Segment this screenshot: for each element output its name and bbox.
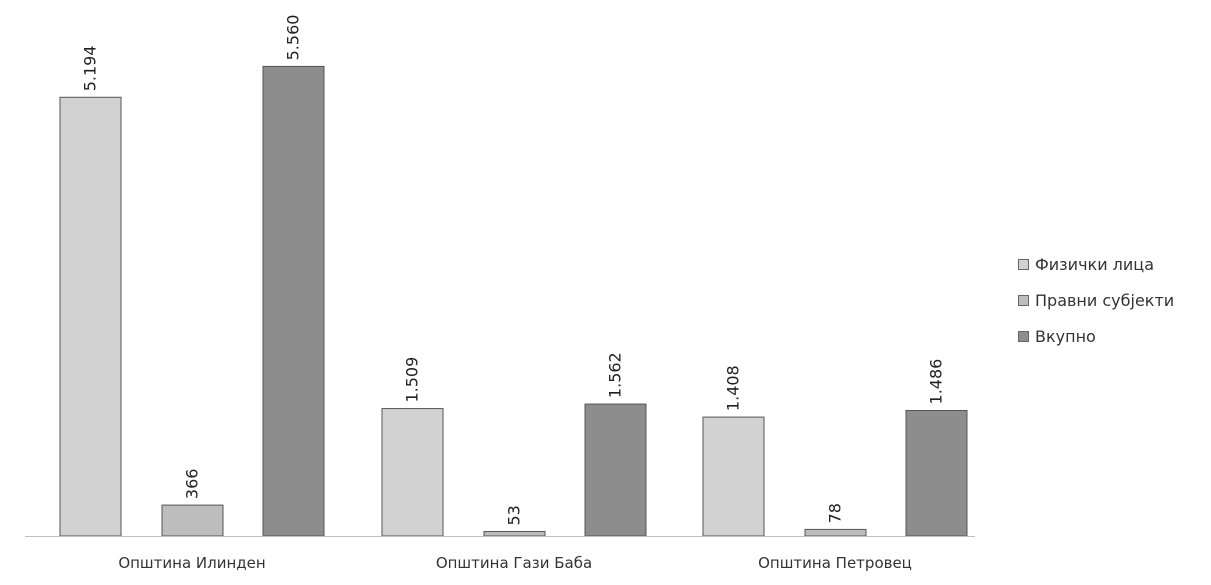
bar-vkupno-petrovec <box>905 409 968 537</box>
bar-fizichki-petrovec <box>702 416 765 537</box>
value-label-fizichki-ilinden: 5.194 <box>81 45 100 91</box>
bar-vkupno-gazi-baba <box>584 403 647 537</box>
legend-item-vkupno: Вкупно <box>1018 324 1174 348</box>
legend-label-pravni: Правни субјекти <box>1035 290 1175 310</box>
legend-item-pravni: Правни субјекти <box>1018 288 1174 312</box>
bar-fizichki-gazi-baba <box>381 408 444 537</box>
bars-layer <box>59 65 968 537</box>
category-label-gazi-baba: Општина Гази Баба <box>436 554 592 572</box>
bar-fizichki-ilinden <box>59 96 122 537</box>
bar-pravni-ilinden <box>161 504 224 537</box>
value-label-vkupno-gazi-baba: 1.562 <box>606 352 625 398</box>
bar-vkupno-ilinden <box>262 65 325 537</box>
category-label-ilinden: Општина Илинден <box>118 554 265 572</box>
value-label-vkupno-ilinden: 5.560 <box>284 15 303 61</box>
legend-swatch-fizichki <box>1018 258 1029 270</box>
value-label-fizichki-gazi-baba: 1.509 <box>403 357 422 403</box>
legend: Физички лица Правни субјекти Вкупно <box>1018 252 1174 360</box>
value-label-vkupno-petrovec: 1.486 <box>927 359 946 405</box>
bar-pravni-gazi-baba <box>483 531 546 537</box>
category-labels-layer: Општина Илинден Општина Гази Баба Општина … <box>118 554 912 572</box>
value-label-fizichki-petrovec: 1.408 <box>724 365 743 411</box>
legend-label-fizichki: Физички лица <box>1035 254 1154 274</box>
value-label-pravni-ilinden: 366 <box>183 469 202 500</box>
legend-label-vkupno: Вкупно <box>1035 326 1096 346</box>
value-labels-layer: 5.194 366 5.560 1.509 53 1.562 1.408 78 1.486 <box>81 15 946 526</box>
legend-swatch-pravni <box>1018 294 1029 306</box>
category-label-petrovec: Општина Петровец <box>758 554 912 572</box>
legend-item-fizichki: Физички лица <box>1018 252 1174 276</box>
bar-pravni-petrovec <box>804 528 867 537</box>
value-label-pravni-petrovec: 78 <box>826 503 845 523</box>
value-label-pravni-gazi-baba: 53 <box>505 505 524 525</box>
legend-swatch-vkupno <box>1018 330 1029 342</box>
